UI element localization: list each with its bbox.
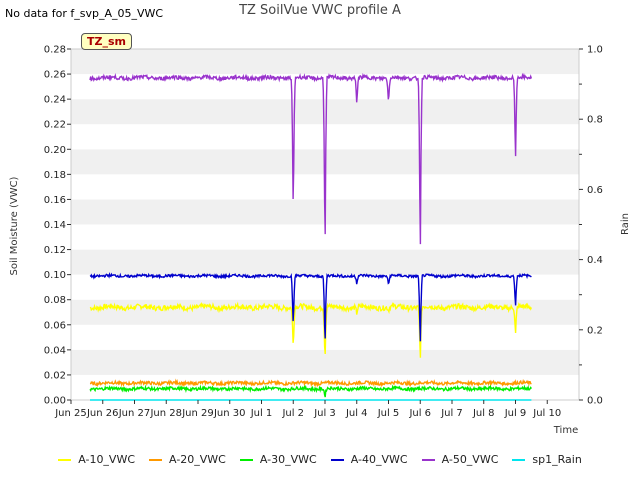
series-line-a-40-vwc — [89, 271, 532, 342]
legend: A-10_VWC A-20_VWC A-30_VWC A-40_VWC A-50_VWC… — [0, 453, 640, 466]
series-line-a-10-vwc — [89, 301, 533, 358]
y2-tick-label: 1.0 — [587, 45, 603, 56]
x-tick-label: Jun 26 — [86, 408, 119, 419]
series-layer — [89, 72, 533, 401]
y-tick-label: 0.16 — [44, 195, 66, 206]
grid-band — [71, 99, 579, 125]
x-tick-label: Jul 2 — [281, 408, 304, 419]
y-tick-label: 0.18 — [44, 170, 66, 181]
y-axis-ticks: 0.00 0.02 0.04 0.06 0.08 0.10 0.12 0.14 0.16 0.18… — [44, 45, 71, 407]
legend-swatch — [330, 458, 344, 461]
x-tick-label: Jul 4 — [345, 408, 368, 419]
legend-item: A-20_VWC — [149, 453, 226, 466]
y2-tick-label: 0.2 — [587, 325, 603, 336]
y2-tick-label: 0.6 — [587, 185, 603, 196]
chart-title: TZ SoilVue VWC profile A — [239, 3, 401, 18]
legend-swatch — [239, 458, 253, 461]
y-tick-label: 0.24 — [44, 95, 66, 106]
x-axis-label: Time — [553, 425, 578, 436]
legend-swatch — [421, 458, 435, 461]
no-data-note: No data for f_svp_A_05_VWC — [5, 7, 164, 20]
legend-swatch — [149, 458, 163, 461]
x-tick-label: Jul 10 — [532, 408, 561, 419]
legend-label: A-50_VWC — [441, 453, 499, 466]
y2-tick-label: 0.4 — [587, 255, 603, 266]
y-tick-label: 0.08 — [44, 295, 66, 306]
y-tick-label: 0.26 — [44, 70, 66, 81]
legend-label: A-40_VWC — [350, 453, 408, 466]
y-tick-label: 0.06 — [44, 320, 66, 331]
x-tick-label: Jun 27 — [118, 408, 151, 419]
x-tick-label: Jul 5 — [377, 408, 400, 419]
legend-swatch — [512, 458, 526, 461]
series-line-a-20-vwc — [89, 378, 532, 388]
y-tick-label: 0.10 — [44, 270, 66, 281]
grid-band — [71, 124, 579, 150]
legend-label: A-30_VWC — [259, 453, 317, 466]
y2-axis-label: Rain — [620, 213, 631, 235]
x-tick-label: Jul 9 — [504, 408, 527, 419]
y-tick-label: 0.14 — [44, 220, 66, 231]
x-tick-label: Jun 30 — [213, 408, 246, 419]
y-tick-label: 0.02 — [44, 370, 66, 381]
y-tick-label: 0.22 — [44, 120, 66, 131]
legend-item: A-30_VWC — [239, 453, 317, 466]
y-tick-label: 0.04 — [44, 345, 66, 356]
x-tick-label: Jul 3 — [313, 408, 336, 419]
x-tick-label: Jun 25 — [54, 408, 87, 419]
x-axis-ticks: Jun 25 Jun 26 Jun 27 Jun 28 Jun 29 Jun 30 Jul … — [54, 400, 561, 419]
y2-tick-label: 0.8 — [587, 115, 603, 126]
legend-label: sp1_Rain — [532, 453, 582, 466]
y2-tick-label: 0.0 — [587, 396, 603, 407]
series-line-a-50-vwc — [89, 72, 533, 245]
x-tick-label: Jul 7 — [440, 408, 463, 419]
x-tick-label: Jul 8 — [472, 408, 495, 419]
grid-band — [71, 274, 579, 300]
grid-band — [71, 49, 579, 75]
x-tick-label: Jul 6 — [408, 408, 431, 419]
legend-item: A-50_VWC — [421, 453, 499, 466]
legend-item: A-10_VWC — [58, 453, 135, 466]
legend-item: sp1_Rain — [512, 453, 582, 466]
x-tick-label: Jul 1 — [250, 408, 273, 419]
series-line-a-30-vwc — [89, 384, 532, 398]
legend-label: A-10_VWC — [78, 453, 136, 466]
legend-item: A-40_VWC — [330, 453, 408, 466]
y-tick-label: 0.20 — [44, 145, 66, 156]
grid-band — [71, 249, 579, 275]
y-tick-label: 0.00 — [44, 396, 66, 407]
y-axis-label: Soil Moisture (VWC) — [9, 176, 20, 275]
x-tick-label: Jun 29 — [181, 408, 214, 419]
site-badge: TZ_sm — [81, 33, 132, 50]
legend-swatch — [58, 458, 72, 461]
y-tick-label: 0.12 — [44, 245, 66, 256]
y-tick-label: 0.28 — [44, 45, 66, 56]
y2-axis-ticks: 0.0 0.2 0.4 0.6 0.8 1.0 — [579, 45, 603, 407]
legend-label: A-20_VWC — [169, 453, 226, 466]
x-tick-label: Jun 28 — [149, 408, 182, 419]
